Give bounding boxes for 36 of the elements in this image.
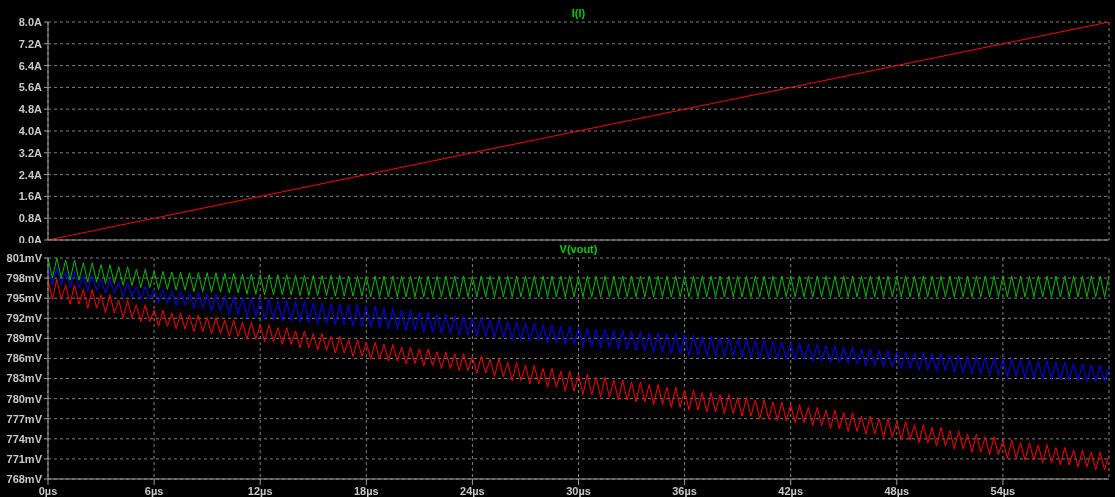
y-tick-label: 777mV bbox=[6, 412, 43, 425]
y-tick-label: 789mV bbox=[6, 332, 43, 345]
y-tick-label: 4.8A bbox=[18, 103, 43, 116]
y-tick-label: 2.4A bbox=[18, 168, 43, 181]
x-tick-label: 48µs bbox=[884, 484, 910, 497]
y-tick-label: 801mV bbox=[6, 251, 43, 264]
chart-title: I(l) bbox=[570, 7, 587, 19]
y-tick-label: 7.2A bbox=[18, 37, 43, 50]
y-tick-label: 795mV bbox=[6, 292, 43, 305]
y-tick-label: 783mV bbox=[6, 372, 43, 385]
x-tick-label: 42µs bbox=[778, 484, 804, 497]
y-tick-label: 5.6A bbox=[18, 81, 43, 94]
x-tick-label: 36µs bbox=[672, 484, 697, 497]
line-series bbox=[48, 267, 1109, 383]
x-tick-label: 18µs bbox=[353, 484, 379, 497]
y-tick-label: 6.4A bbox=[18, 59, 43, 72]
y-tick-label: 798mV bbox=[6, 272, 43, 284]
y-tick-label: 780mV bbox=[6, 392, 43, 405]
x-tick-label: 6µs bbox=[144, 484, 164, 497]
x-tick-label: 0µs bbox=[38, 484, 58, 497]
y-tick-label: 768mV bbox=[6, 472, 43, 485]
y-tick-label: 1.6A bbox=[18, 190, 43, 203]
y-tick-label: 4.0A bbox=[18, 124, 43, 137]
y-tick-label: 792mV bbox=[6, 312, 43, 325]
x-tick-label: 24µs bbox=[460, 484, 485, 497]
x-tick-label: 30µs bbox=[566, 484, 591, 497]
x-tick-label: 12µs bbox=[247, 484, 273, 497]
y-tick-label: 786mV bbox=[6, 352, 43, 365]
y-tick-label: 0.8A bbox=[18, 212, 43, 225]
chart-title: V(vout) bbox=[558, 243, 599, 255]
x-tick-label: 54µs bbox=[990, 484, 1016, 497]
y-tick-label: 774mV bbox=[6, 432, 43, 445]
y-tick-label: 771mV bbox=[6, 452, 43, 465]
y-tick-label: 8.0A bbox=[18, 15, 43, 28]
line-series bbox=[48, 278, 1109, 471]
y-tick-label: 3.2A bbox=[18, 146, 43, 159]
